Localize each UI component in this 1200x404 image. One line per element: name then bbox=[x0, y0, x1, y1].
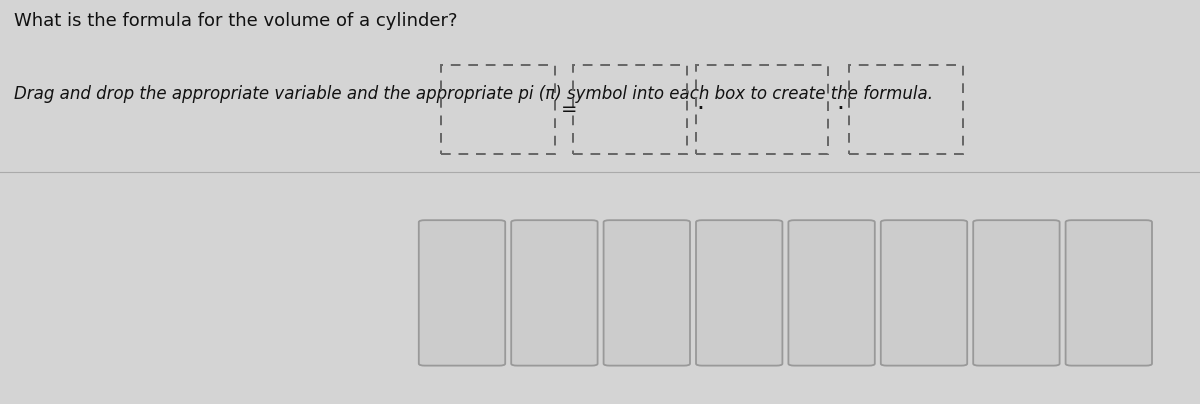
Text: r: r bbox=[643, 283, 650, 303]
FancyBboxPatch shape bbox=[881, 220, 967, 366]
Text: 2: 2 bbox=[936, 265, 944, 278]
Text: r: r bbox=[1009, 288, 1018, 307]
FancyBboxPatch shape bbox=[1066, 220, 1152, 366]
Text: =: = bbox=[560, 99, 577, 119]
Text: What is the formula for the volume of a cylinder?: What is the formula for the volume of a … bbox=[14, 12, 458, 30]
Text: 2: 2 bbox=[1028, 265, 1037, 278]
Text: h: h bbox=[822, 288, 835, 307]
FancyBboxPatch shape bbox=[788, 220, 875, 366]
Text: π: π bbox=[548, 283, 560, 303]
Bar bbox=[442, 65, 554, 154]
Bar bbox=[574, 65, 686, 154]
Text: 2: 2 bbox=[844, 265, 852, 278]
Bar bbox=[696, 65, 828, 154]
Text: Drag and drop the appropriate variable and the appropriate pi (π) symbol into ea: Drag and drop the appropriate variable a… bbox=[14, 85, 934, 103]
Text: π: π bbox=[916, 288, 926, 307]
FancyBboxPatch shape bbox=[696, 220, 782, 366]
Text: ·: · bbox=[697, 97, 704, 121]
Text: V: V bbox=[1099, 288, 1112, 307]
Text: ·: · bbox=[836, 97, 844, 121]
FancyBboxPatch shape bbox=[511, 220, 598, 366]
Bar bbox=[850, 65, 964, 154]
Text: 2: 2 bbox=[1121, 265, 1129, 278]
Text: h: h bbox=[456, 283, 468, 303]
Text: V: V bbox=[732, 283, 746, 303]
FancyBboxPatch shape bbox=[604, 220, 690, 366]
FancyBboxPatch shape bbox=[419, 220, 505, 366]
FancyBboxPatch shape bbox=[973, 220, 1060, 366]
